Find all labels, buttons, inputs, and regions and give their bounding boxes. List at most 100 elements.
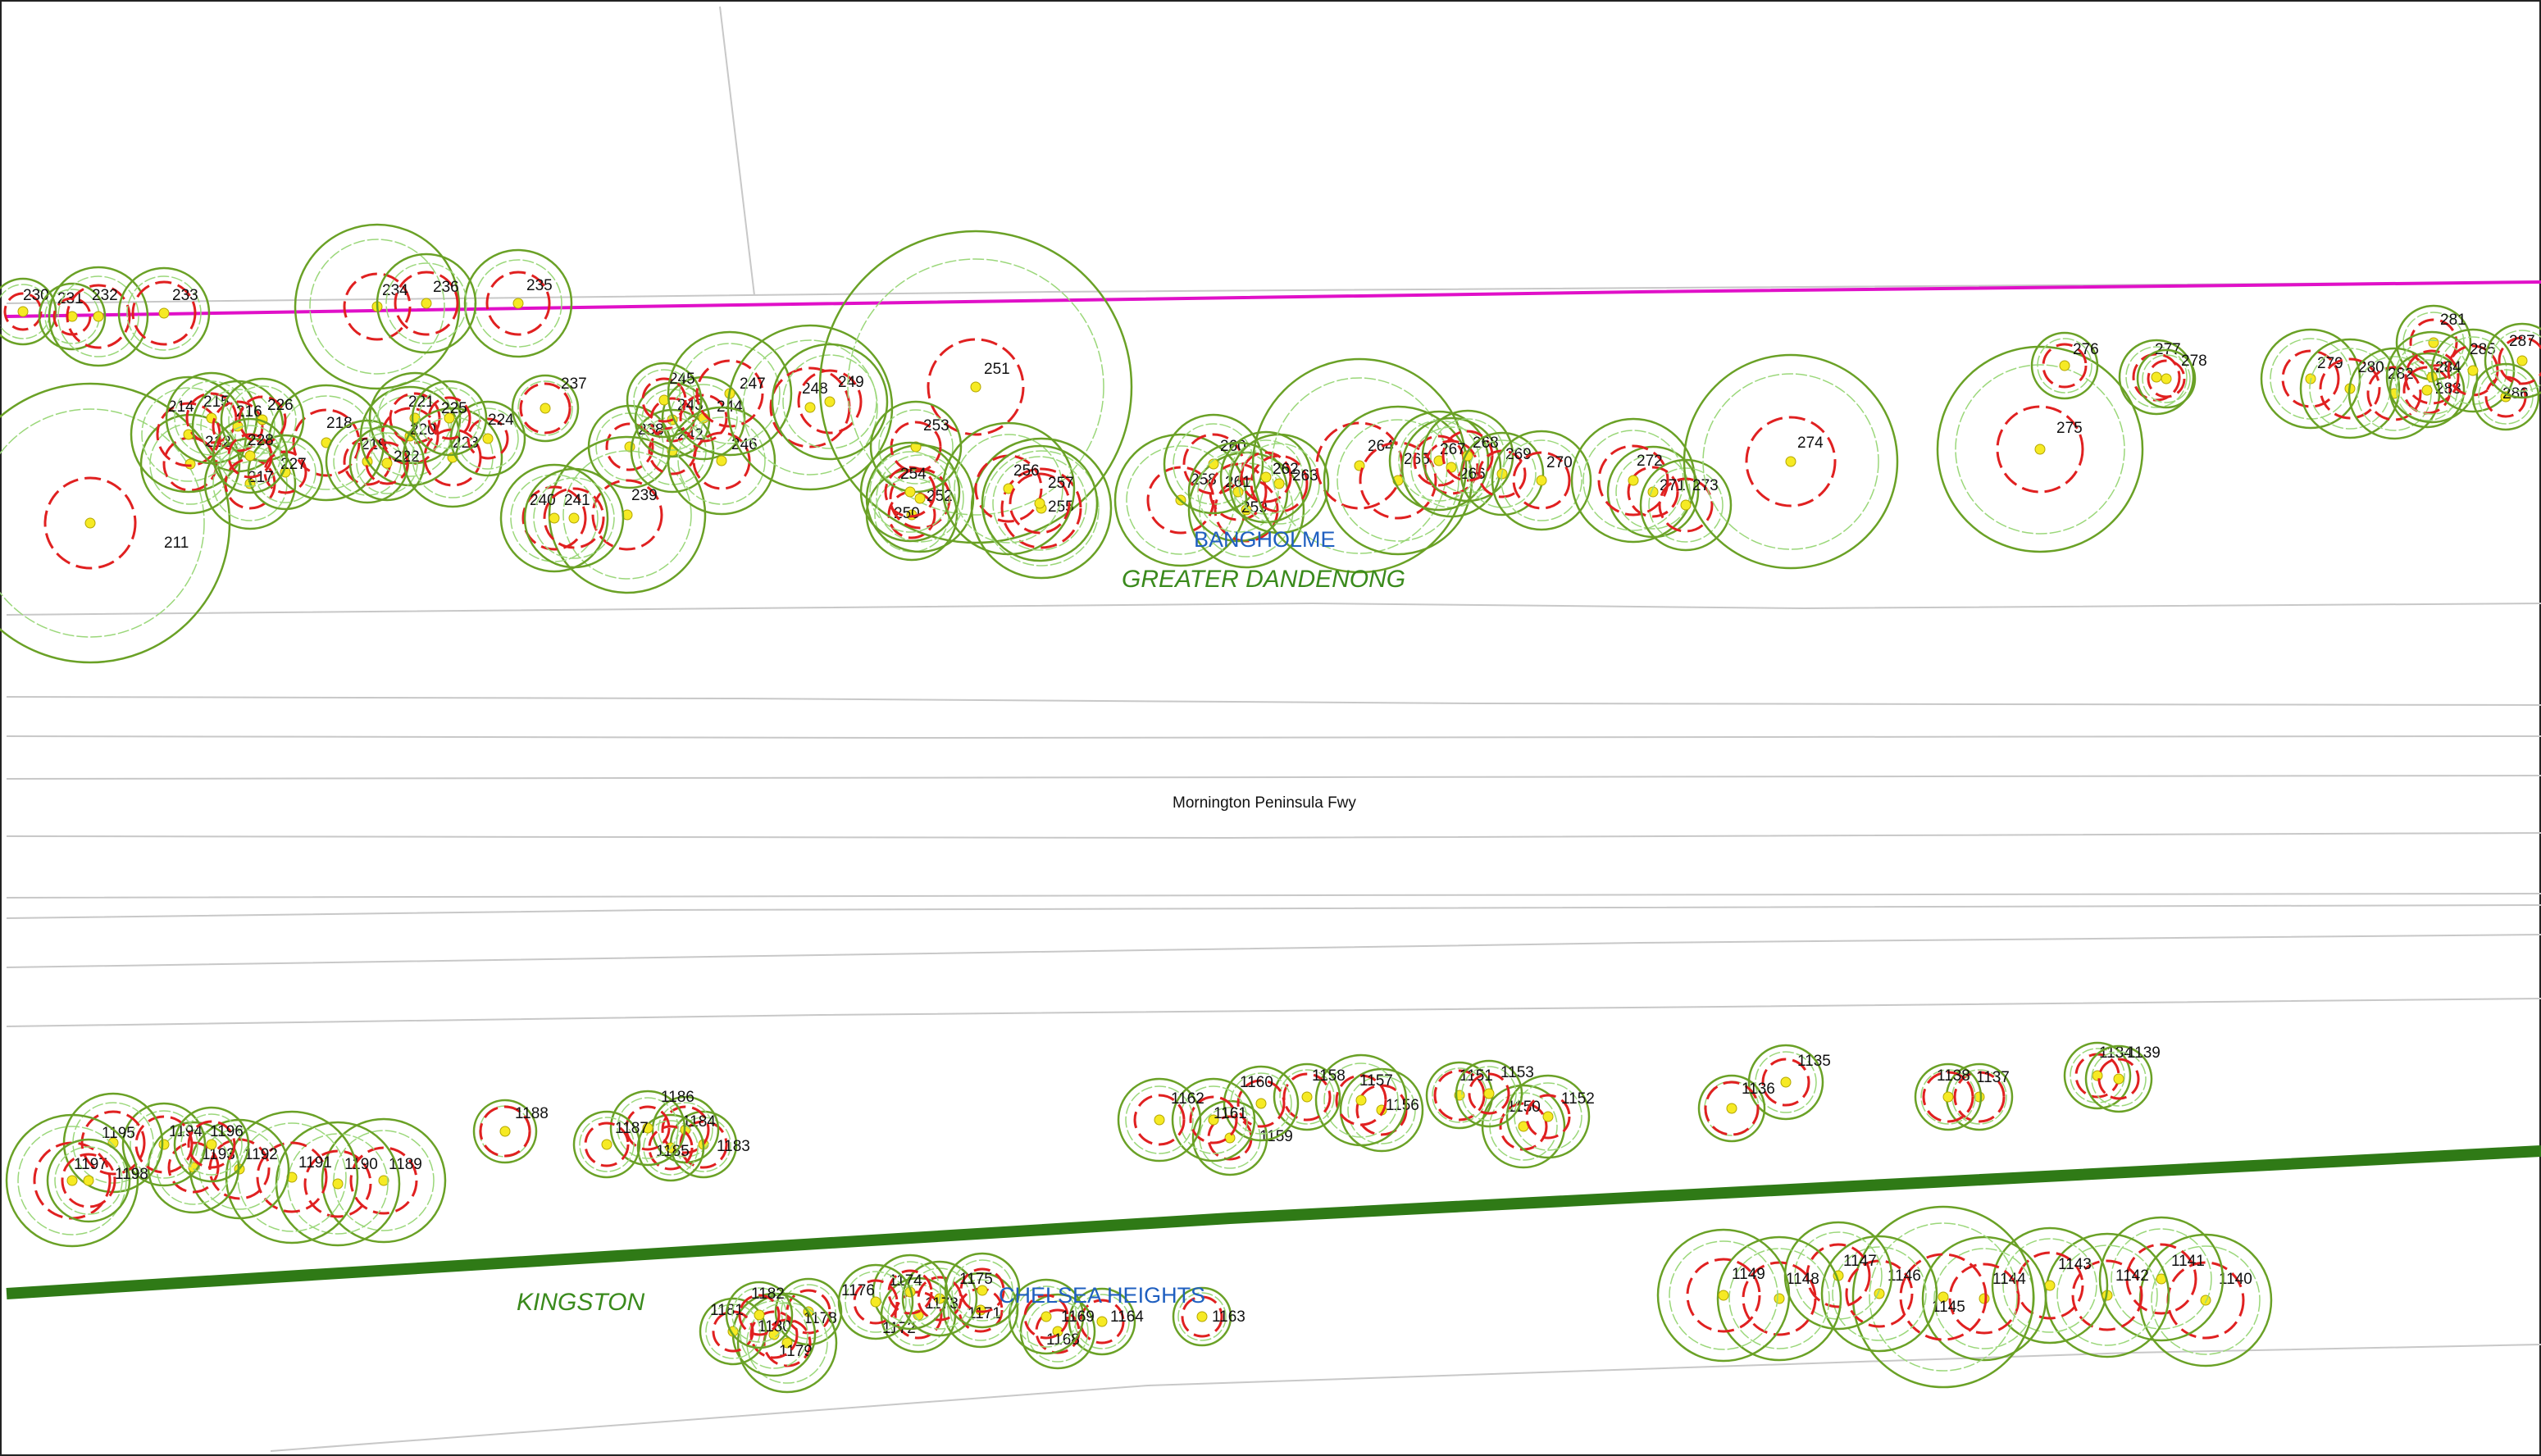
tree-number-label: 1184 — [682, 1113, 716, 1131]
tree-number-label: 1187 — [615, 1120, 649, 1137]
structural-root-zone — [1359, 441, 1437, 520]
tree-canopy — [876, 454, 964, 543]
tree-canopy — [878, 409, 954, 485]
structural-root-zone — [2097, 1058, 2140, 1100]
tree-canopy — [731, 1287, 787, 1343]
tree-canopy — [287, 1133, 389, 1235]
tree-number-label: 222 — [394, 448, 420, 466]
tree-trunk-marker — [1034, 498, 1045, 509]
tree-canopy — [2111, 1228, 2212, 1330]
structural-root-zone — [349, 1146, 418, 1215]
tree-canopy — [1323, 1062, 1399, 1138]
tree-protection-zone — [247, 434, 324, 511]
tree-protection-zone — [771, 343, 889, 461]
tree-1185: 1185 — [636, 1113, 705, 1182]
tree-protection-zone — [1747, 1044, 1824, 1121]
tree-number-label: 1137 — [1976, 1069, 2010, 1086]
tree-protection-zone — [117, 266, 211, 360]
tree-canopy — [983, 450, 1100, 566]
structural-root-zone — [2125, 1243, 2197, 1315]
tree-number-label: 1198 — [115, 1166, 148, 1183]
tree-trunk-marker — [1255, 1098, 1267, 1109]
tree-trunk-marker — [977, 1285, 988, 1296]
tree-trunk-marker — [1196, 1311, 1208, 1322]
tree-canopy — [1755, 1051, 1817, 1113]
tree-canopy — [562, 450, 692, 580]
tree-trunk-marker — [642, 1122, 653, 1134]
tree-number-label: 267 — [1440, 441, 1466, 458]
tree-canopy — [2056, 1244, 2158, 1346]
tree-number-label: 1182 — [751, 1285, 785, 1303]
tree-protection-zone — [2299, 338, 2401, 439]
tree-canopy — [679, 343, 781, 444]
road-line — [6, 696, 2541, 706]
tree-number-label: 1152 — [1561, 1090, 1595, 1108]
tree-trunk-marker — [1938, 1291, 1949, 1303]
tree-protection-zone — [411, 380, 488, 457]
tree-canopy — [1199, 1107, 1261, 1169]
tree-trunk-marker — [2428, 337, 2439, 348]
tree-canopy — [1869, 1222, 2018, 1372]
tree-1197: 1197 — [5, 1113, 139, 1248]
lga-label-greater-dandenong: GREATER DANDENONG — [1122, 566, 1405, 593]
tree-number-label: 1146 — [1888, 1267, 1921, 1285]
tree-canopy — [746, 1302, 828, 1384]
structural-root-zone — [1745, 416, 1837, 507]
tree-trunk-marker — [83, 1175, 94, 1186]
tree-number-label: 262 — [1273, 461, 1299, 478]
tree-number-label: 1145 — [1932, 1299, 1965, 1316]
tree-number-label: 249 — [838, 374, 864, 391]
structural-root-zone — [394, 271, 459, 336]
tree-protection-zone — [173, 1106, 250, 1183]
structural-root-zone — [1009, 472, 1071, 535]
tree-trunk-marker — [93, 311, 104, 322]
tree-240: 240 — [499, 463, 609, 573]
tree-canopy — [1430, 418, 1505, 494]
tree-number-label: 248 — [802, 380, 828, 398]
tree-protection-zone — [1851, 1205, 2035, 1389]
structural-root-zone — [1181, 1295, 1223, 1338]
tree-number-label: 247 — [740, 375, 766, 393]
structural-root-zone — [974, 454, 1043, 523]
tree-trunk-marker — [17, 306, 29, 317]
tree-274: 274 — [1683, 353, 1899, 570]
tree-1178: 1178 — [774, 1277, 843, 1346]
tree-number-label: 250 — [894, 505, 920, 522]
tree-trunk-marker — [568, 512, 580, 524]
tree-number-label: 254 — [900, 466, 927, 483]
tree-trunk-marker — [1483, 1088, 1495, 1099]
structural-root-zone — [1282, 1072, 1332, 1122]
tree-287: 287 — [2484, 322, 2541, 399]
tree-number-label: 1186 — [661, 1089, 694, 1106]
structural-root-zone — [256, 1141, 328, 1213]
tree-number-label: 237 — [561, 375, 587, 393]
structural-root-zone — [605, 422, 654, 471]
tree-canopy — [57, 275, 139, 357]
tree-trunk-marker — [206, 412, 217, 424]
tree-trunk-marker — [499, 1126, 511, 1137]
tree-protection-zone — [348, 425, 426, 502]
tree-273: 273 — [1639, 458, 1733, 552]
tree-1140: 1140 — [2138, 1233, 2273, 1367]
structural-root-zone — [661, 1105, 710, 1154]
tree-protection-zone — [981, 444, 1099, 562]
tree-canopy — [1702, 373, 1879, 550]
structural-root-zone — [1922, 1071, 1974, 1123]
tree-protection-zone — [2385, 330, 2479, 424]
tree-248: 248 — [726, 324, 894, 491]
structural-root-zone — [853, 1279, 899, 1325]
tree-protection-zone — [2484, 322, 2541, 399]
tree-protection-zone — [321, 1117, 447, 1244]
tree-protection-zone — [2138, 1233, 2273, 1367]
tree-canopy — [1514, 1082, 1582, 1151]
tree-protection-zone — [1163, 413, 1264, 515]
tree-trunk-marker — [206, 1139, 217, 1150]
tree-number-label: 1194 — [169, 1123, 203, 1140]
tree-234: 234 — [294, 223, 461, 390]
tree-222: 222 — [348, 425, 426, 502]
tree-protection-zone — [901, 1260, 978, 1337]
tree-trunk-marker — [870, 1296, 881, 1308]
tree-number-label: 234 — [382, 282, 408, 299]
